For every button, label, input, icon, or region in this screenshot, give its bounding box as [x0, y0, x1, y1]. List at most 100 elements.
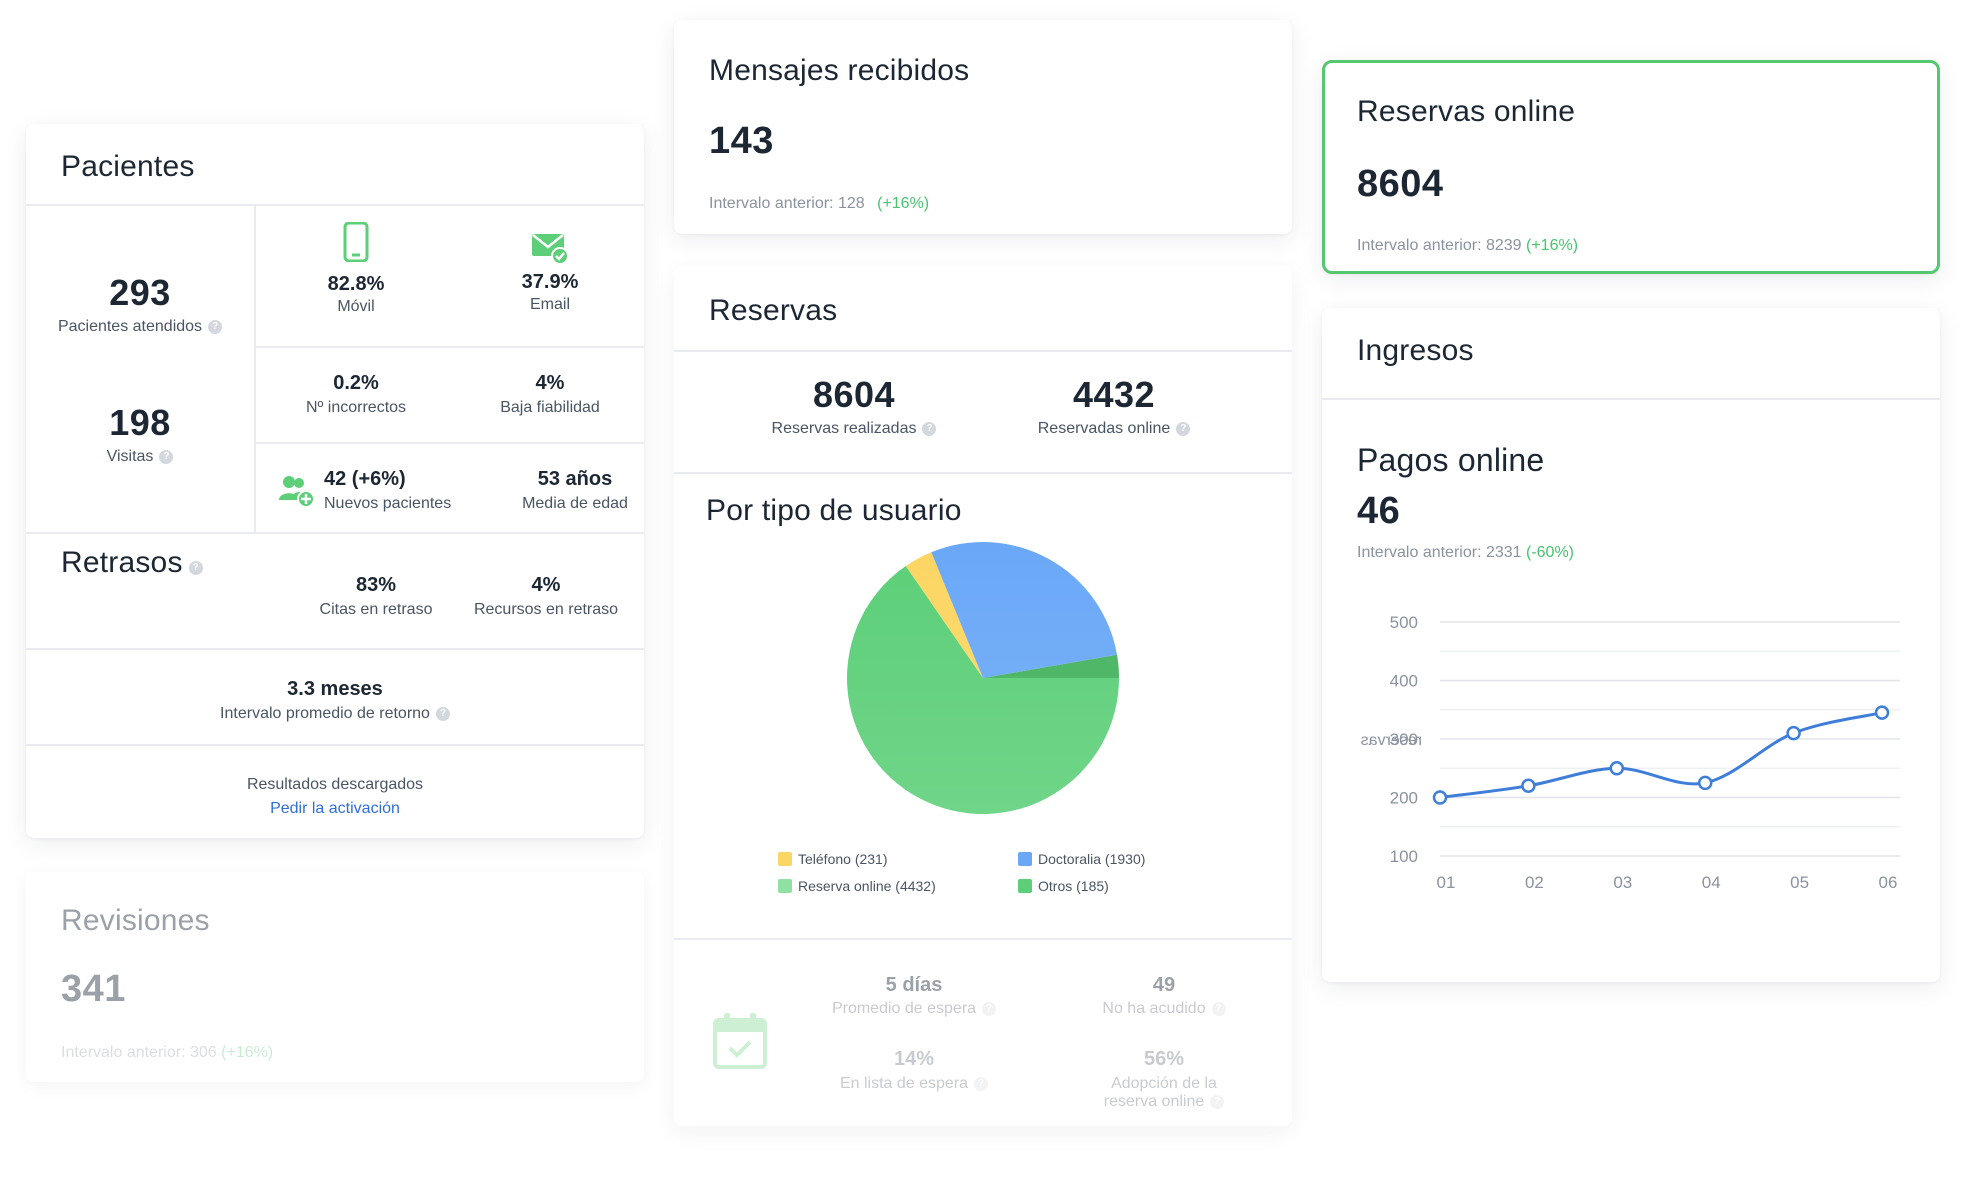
- x-tick-label: 03: [1613, 873, 1632, 892]
- nuevos-value: 42 (+6%): [324, 468, 406, 490]
- retorno-label: Intervalo promedio de retorno: [220, 705, 430, 722]
- reservas-online-card[interactable]: Reservas online 8604 Intervalo anterior:…: [1322, 60, 1940, 274]
- ingresos-card: Ingresos Pagos online 46 Intervalo anter…: [1322, 308, 1940, 982]
- legend-swatch: [778, 879, 792, 893]
- descargados-label: Resultados descargados: [246, 776, 424, 793]
- baja-label: Baja fiabilidad: [500, 399, 600, 416]
- revisiones-value: 341: [61, 968, 126, 1010]
- data-point[interactable]: [1521, 778, 1536, 794]
- email-label: Email: [529, 296, 570, 313]
- nuevos-label: Nuevos pacientes: [324, 495, 452, 512]
- x-tick-label: 06: [1879, 873, 1898, 892]
- legend-label[interactable]: Teléfono (231): [798, 851, 888, 867]
- legend-label[interactable]: Otros (185): [1038, 878, 1109, 894]
- legend-swatch: [1018, 852, 1032, 866]
- recursos-label: Recursos en retraso: [473, 601, 619, 618]
- activacion-link[interactable]: Pedir la activación: [270, 800, 400, 817]
- x-tick-label: 02: [1525, 873, 1544, 892]
- reservas-online-prev-label: Intervalo anterior: 8239: [1357, 237, 1522, 254]
- lista-value: 14%: [893, 1048, 935, 1070]
- adopcion-value: 56%: [1143, 1048, 1185, 1070]
- mensajes-title: Mensajes recibidos: [709, 54, 970, 87]
- pagos-prev-label: Intervalo anterior: 2331: [1357, 544, 1522, 561]
- series-line: [1439, 711, 1883, 799]
- y-tick-label: 100: [1390, 847, 1418, 866]
- data-point[interactable]: [1697, 775, 1713, 791]
- mensajes-value: 143: [709, 120, 774, 162]
- legend-label[interactable]: Doctoralia (1930): [1038, 851, 1145, 867]
- mobile-phone-icon: [343, 221, 369, 263]
- realizadas-value: 8604: [812, 374, 896, 415]
- adopcion-label-1: Adopción de la: [1111, 1075, 1217, 1092]
- info-icon[interactable]: ?: [1211, 1001, 1226, 1016]
- data-point[interactable]: [1609, 761, 1625, 776]
- data-point[interactable]: [1786, 725, 1801, 741]
- adopcion-label-2: reserva online: [1103, 1093, 1205, 1110]
- mensajes-prev-change: (+16%): [877, 195, 930, 212]
- no-acudido-label: No ha acudido: [1102, 1000, 1206, 1017]
- reservas-online-prev-change: (+16%): [1526, 237, 1579, 254]
- calendar-check-icon: [713, 1013, 767, 1069]
- data-point[interactable]: [1874, 705, 1890, 720]
- no-acudido-value: 49: [1152, 974, 1176, 996]
- x-tick-label: 01: [1437, 873, 1456, 892]
- incorrectos-label: Nº incorrectos: [305, 399, 407, 416]
- envelope-check-icon: [532, 234, 569, 265]
- reservas-online-value: 8604: [1357, 163, 1444, 205]
- data-point[interactable]: [1432, 790, 1448, 805]
- mensajes-card: Mensajes recibidos 143 Intervalo anterio…: [674, 20, 1292, 234]
- pacientes-card: Pacientes 293 Pacientes atendidos? 198 V…: [26, 124, 644, 838]
- legend-swatch: [778, 852, 792, 866]
- pagos-online-title: Pagos online: [1357, 442, 1545, 478]
- edad-label: Media de edad: [522, 495, 628, 512]
- tipo-usuario-title: Por tipo de usuario: [706, 494, 962, 527]
- legend-label[interactable]: Reserva online (4432): [798, 878, 936, 894]
- citas-value: 83%: [355, 574, 397, 596]
- y-tick-label: 200: [1390, 789, 1418, 808]
- incorrectos-value: 0.2%: [333, 372, 379, 394]
- reservadas-online-label: Reservadas online: [1037, 420, 1171, 437]
- y-tick-label: 400: [1390, 672, 1418, 691]
- revisiones-title: Revisiones: [61, 904, 210, 937]
- pie-shade: [847, 542, 1119, 814]
- legend-swatch: [1018, 879, 1032, 893]
- recursos-value: 4%: [531, 574, 561, 596]
- pagos-prev-change: (-60%): [1526, 544, 1575, 561]
- y-axis-label: reservas: [1361, 732, 1422, 749]
- info-icon[interactable]: ?: [159, 449, 174, 464]
- info-icon[interactable]: ?: [982, 1001, 997, 1016]
- movil-value: 82.8%: [327, 273, 385, 295]
- atendidos-label: Pacientes atendidos: [57, 318, 203, 335]
- info-icon[interactable]: ?: [435, 706, 450, 721]
- info-icon[interactable]: ?: [1176, 421, 1191, 436]
- reservadas-online-value: 4432: [1072, 374, 1156, 415]
- retorno-value: 3.3 meses: [287, 678, 383, 700]
- revisiones-prev-label: Intervalo anterior: 306: [61, 1044, 217, 1061]
- movil-label: Móvil: [337, 298, 375, 315]
- citas-label: Citas en retraso: [319, 601, 433, 618]
- revisiones-card: Revisiones 341 Intervalo anterior: 306 (…: [26, 872, 644, 1082]
- visitas-label: Visitas: [106, 448, 154, 465]
- revisiones-prev-change: (+16%): [221, 1044, 274, 1061]
- reservas-card: Reservas 8604 Reservas realizadas? 4432 …: [674, 266, 1292, 1126]
- ingresos-title: Ingresos: [1357, 334, 1474, 367]
- info-icon[interactable]: ?: [1210, 1094, 1225, 1109]
- pagos-online-value: 46: [1357, 490, 1401, 532]
- visitas-value: 198: [109, 402, 171, 443]
- reservas-online-title: Reservas online: [1357, 95, 1576, 128]
- edad-value: 53 años: [537, 468, 613, 490]
- info-icon[interactable]: ?: [208, 319, 223, 334]
- y-tick-label: 300: [1390, 730, 1418, 749]
- reservas-title: Reservas: [709, 294, 838, 327]
- info-icon[interactable]: ?: [974, 1076, 989, 1091]
- info-icon[interactable]: ?: [922, 421, 937, 436]
- mensajes-prev-label: Intervalo anterior: 128: [709, 195, 865, 212]
- pacientes-title: Pacientes: [61, 150, 195, 183]
- email-value: 37.9%: [521, 271, 579, 293]
- lista-label: En lista de espera: [839, 1075, 969, 1092]
- retrasos-title: Retrasos: [61, 546, 183, 579]
- espera-label: Promedio de espera: [831, 1000, 977, 1017]
- info-icon[interactable]: ?: [188, 560, 203, 575]
- x-tick-label: 04: [1702, 873, 1721, 892]
- users-add-icon: [279, 475, 315, 508]
